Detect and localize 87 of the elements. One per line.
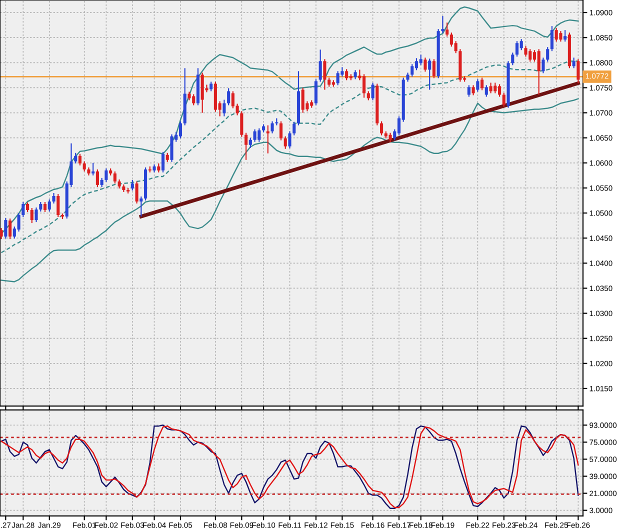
candlestick <box>288 130 292 149</box>
candlestick <box>520 38 523 51</box>
candlestick <box>494 82 497 94</box>
candlestick <box>406 72 410 82</box>
candlestick <box>559 30 562 42</box>
candlestick <box>414 58 418 71</box>
candlestick <box>564 30 567 42</box>
candlestick <box>82 160 86 172</box>
candlestick <box>43 201 47 213</box>
candlestick <box>56 193 60 218</box>
candlestick <box>441 15 444 34</box>
candlestick <box>284 136 287 150</box>
candlestick <box>48 198 51 212</box>
candlestick <box>52 192 56 204</box>
candlestick <box>502 92 506 108</box>
candlestick <box>576 58 580 84</box>
candlestick <box>78 153 82 166</box>
candlestick <box>318 49 322 82</box>
candlestick <box>100 177 104 188</box>
candlestick <box>17 212 20 232</box>
candlestick <box>366 90 370 101</box>
candlestick <box>489 82 492 94</box>
candlestick <box>515 40 519 58</box>
candlestick <box>74 152 78 164</box>
candlestick <box>240 110 244 138</box>
candlestick <box>161 151 165 173</box>
candlestick <box>546 46 550 62</box>
candlestick <box>542 57 545 74</box>
candlestick <box>170 134 174 162</box>
candlestick <box>446 22 449 38</box>
candlestick <box>34 206 38 223</box>
candlestick <box>104 168 108 183</box>
candlestick <box>253 128 256 142</box>
candlestick <box>472 84 475 96</box>
candlestick <box>39 201 42 212</box>
candlestick <box>380 120 384 136</box>
candlestick <box>157 162 160 173</box>
candlestick <box>178 120 182 139</box>
candlestick <box>432 58 436 79</box>
candlestick <box>498 84 502 98</box>
candlestick <box>210 81 213 92</box>
candlestick <box>419 54 422 66</box>
candlestick <box>8 218 12 240</box>
candlestick <box>279 120 283 141</box>
candlestick <box>166 152 169 162</box>
candlestick <box>323 58 326 90</box>
candlestick <box>135 180 138 204</box>
candlestick <box>336 70 340 86</box>
candlestick <box>480 77 484 91</box>
candlestick <box>537 48 540 96</box>
candlestick <box>345 68 348 81</box>
candlestick <box>266 124 270 154</box>
candlestick <box>410 64 414 78</box>
candlestick <box>476 78 480 92</box>
candlestick <box>30 207 34 224</box>
candlestick <box>26 202 30 213</box>
line-series <box>0 98 579 282</box>
candlestick <box>227 88 230 106</box>
candlestick <box>524 46 528 58</box>
candlestick <box>96 168 99 188</box>
candlestick <box>22 201 25 218</box>
candlestick <box>371 82 374 101</box>
candlestick <box>550 26 554 52</box>
candlestick <box>292 121 296 136</box>
candlestick <box>248 137 252 148</box>
candlestick <box>511 52 514 66</box>
candlestick <box>484 84 488 98</box>
candlestick <box>0 228 3 240</box>
candlestick <box>388 132 392 142</box>
candlestick <box>222 99 226 117</box>
candlestick <box>554 28 558 42</box>
candlestick <box>467 84 470 98</box>
candlestick <box>92 162 95 176</box>
candlestick <box>354 70 357 80</box>
candlestick <box>4 217 8 240</box>
candlestick <box>140 196 143 218</box>
candlestick <box>270 120 274 134</box>
candlestick <box>424 57 427 72</box>
candlestick <box>572 57 576 69</box>
candlestick <box>314 78 318 106</box>
candlestick <box>244 132 248 160</box>
candlestick <box>113 170 116 184</box>
candlestick <box>118 178 121 190</box>
candlestick <box>130 179 134 192</box>
candlestick <box>328 77 331 88</box>
candlestick <box>258 128 261 142</box>
candlestick <box>428 58 432 90</box>
